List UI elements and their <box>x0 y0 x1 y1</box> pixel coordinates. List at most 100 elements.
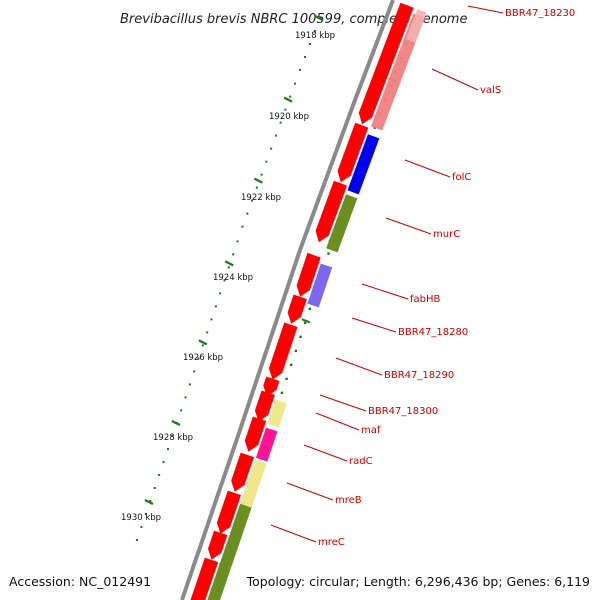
gene-label[interactable]: fabHB <box>410 294 441 305</box>
gene-label[interactable]: radC <box>349 456 373 467</box>
minor-tick <box>210 318 213 321</box>
minor-tick <box>313 29 316 32</box>
gene-label[interactable]: mreB <box>335 495 362 506</box>
minor-tick <box>308 42 311 45</box>
cds-block <box>296 252 321 297</box>
valS-block <box>370 13 425 131</box>
minor-tick <box>294 349 298 353</box>
minor-tick <box>285 377 288 381</box>
minor-tick <box>293 82 296 85</box>
minor-tick <box>171 434 174 437</box>
tick-label: 1922 kbp <box>241 193 281 203</box>
minor-tick <box>219 292 222 295</box>
cds-block <box>287 294 307 324</box>
folC-block <box>347 134 380 195</box>
minor-tick <box>284 108 287 111</box>
minor-tick <box>304 321 307 325</box>
cds-block <box>244 416 267 452</box>
minor-tick <box>274 134 277 137</box>
gene-label[interactable]: BBR47_18230 <box>505 8 575 19</box>
minor-tick <box>327 252 330 255</box>
gene-label[interactable]: valS <box>480 85 501 96</box>
outer-tick <box>301 318 311 324</box>
gene-label[interactable]: BBR47_18290 <box>384 370 454 381</box>
mreC-block <box>219 503 252 568</box>
minor-tick <box>251 199 254 202</box>
minor-tick <box>162 460 165 463</box>
cds-block <box>254 390 275 422</box>
gene-label[interactable]: BBR47_18280 <box>398 327 468 338</box>
minor-tick <box>184 396 187 399</box>
BBR47_18230-block <box>405 9 427 43</box>
cds-block <box>358 2 414 125</box>
minor-tick <box>279 121 282 124</box>
minor-tick <box>149 499 152 502</box>
label-leader-line <box>335 357 383 376</box>
gene-label[interactable]: mreC <box>318 537 345 548</box>
cds-block <box>315 180 348 243</box>
minor-tick <box>144 512 147 515</box>
gene-label[interactable]: murC <box>433 229 460 240</box>
minor-tick <box>289 95 292 98</box>
cds-block <box>231 452 254 492</box>
minor-tick <box>232 253 235 256</box>
minor-tick <box>188 383 191 386</box>
major-tick <box>314 14 324 21</box>
label-leader-line <box>315 412 360 431</box>
minor-tick <box>280 391 284 395</box>
minor-tick <box>304 55 307 58</box>
gene-label[interactable]: maf <box>361 425 381 436</box>
minor-tick <box>299 335 302 339</box>
minor-tick <box>140 525 143 528</box>
cds-block <box>337 122 369 183</box>
maf-block <box>267 399 287 428</box>
gene-features <box>190 2 427 600</box>
major-tick <box>144 498 154 505</box>
minor-tick <box>299 68 302 71</box>
gene-block <box>207 563 232 600</box>
minor-tick <box>270 147 273 150</box>
tick-label: 1926 kbp <box>183 353 223 363</box>
minor-tick <box>255 186 258 189</box>
major-tick <box>198 339 208 346</box>
minor-tick <box>206 331 209 334</box>
tick-label: 1928 kbp <box>153 433 193 443</box>
accession-text: Accession: NC_012491 <box>9 574 151 589</box>
map-title: Brevibacillus brevis NBRC 100599, comple… <box>120 12 467 27</box>
minor-tick <box>167 447 170 450</box>
label-leader-line <box>319 394 367 412</box>
gene-label[interactable]: BBR47_18300 <box>368 406 438 417</box>
fabHB-block <box>307 263 333 308</box>
major-tick <box>171 419 181 426</box>
murC-block <box>326 194 358 253</box>
genome-backbone <box>180 0 395 600</box>
minor-tick <box>158 473 161 476</box>
minor-tick <box>153 486 156 489</box>
minor-tick <box>260 173 263 176</box>
major-tick <box>253 177 263 184</box>
major-tick <box>283 96 293 103</box>
label-leader-line <box>286 482 334 501</box>
minor-tick <box>135 538 138 541</box>
tick-label: 1924 kbp <box>213 273 253 283</box>
mreB-block <box>240 459 267 508</box>
label-leader-line <box>385 217 432 235</box>
tick-label: 1930 kbp <box>121 513 161 523</box>
minor-tick <box>241 225 244 228</box>
cds-block <box>190 557 219 600</box>
label-leader-line <box>431 68 479 91</box>
gene-label[interactable]: folC <box>452 172 471 183</box>
minor-tick <box>236 240 239 243</box>
minor-tick <box>201 344 204 347</box>
cds-block <box>268 322 298 380</box>
gene-labels: BBR47_18230 valS folC murC fabHB BBR47_18280 B… <box>270 5 575 548</box>
minor-tick <box>223 279 226 282</box>
minor-tick <box>180 409 183 412</box>
cds-block <box>208 530 228 560</box>
minor-tick <box>308 307 312 311</box>
tick-label: 1918 kbp <box>295 31 335 41</box>
minor-tick <box>290 363 293 367</box>
minor-tick <box>227 266 230 269</box>
label-leader-line <box>361 283 409 300</box>
